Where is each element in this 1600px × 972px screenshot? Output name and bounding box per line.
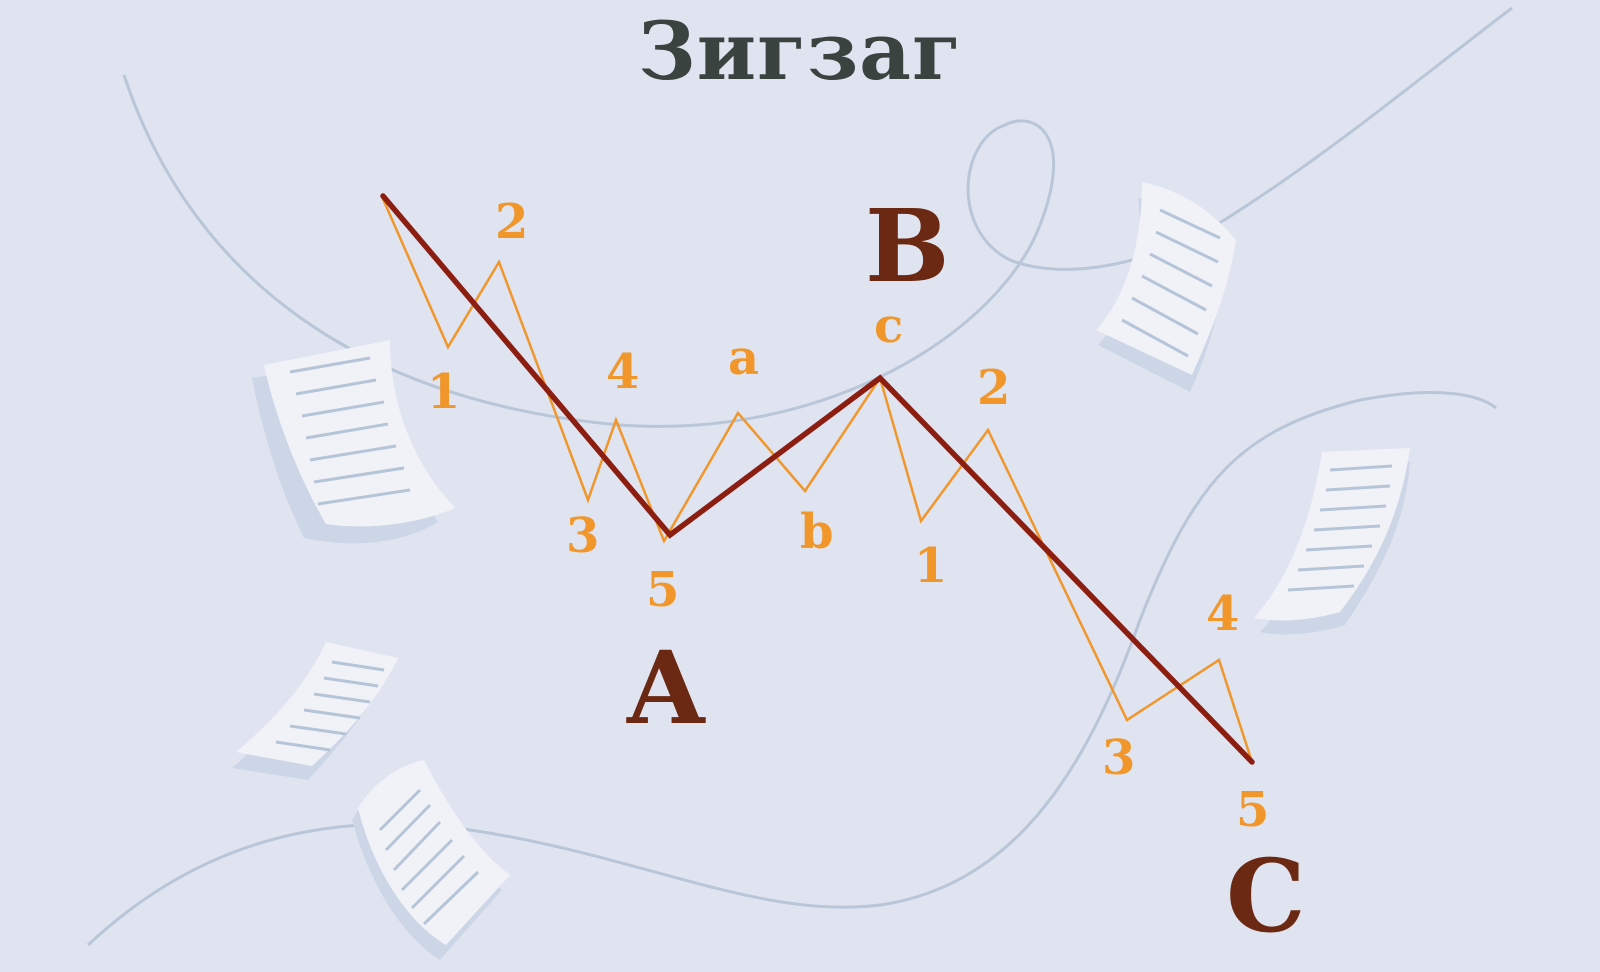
paper-sheet-icon (252, 340, 455, 544)
sub-wave-line (381, 198, 1254, 763)
wave-a-label-5: 5 (646, 562, 680, 618)
wave-b-label-b: b (800, 504, 834, 560)
wave-c-label-4: 4 (1206, 586, 1240, 642)
wave-c-label-2: 2 (977, 360, 1011, 416)
wave-a-label-4: 4 (606, 344, 640, 400)
main-label-c: C (1226, 837, 1306, 955)
wave-c-label-1: 1 (914, 538, 948, 594)
diagram-title: Зигзаг (638, 4, 962, 98)
paper-sheet-icon (1096, 182, 1236, 392)
decor-curve-top (122, 6, 1513, 428)
wave-a-label-1: 1 (427, 364, 461, 420)
wave-c-label-3: 3 (1102, 730, 1136, 786)
paper-sheet-icon (1254, 448, 1410, 635)
wave-b-label-a: a (728, 330, 760, 386)
paper-sheets (232, 182, 1410, 960)
wave-c-label-5: 5 (1236, 782, 1270, 838)
main-wave-line (380, 193, 1255, 765)
main-label-b: B (865, 187, 950, 305)
wave-b-label-c: c (874, 298, 904, 354)
paper-sheet-icon (232, 642, 398, 780)
wave-a-label-3: 3 (566, 508, 600, 564)
main-label-a: A (627, 629, 705, 747)
paper-sheet-icon (352, 760, 510, 960)
wave-a-label-2: 2 (495, 194, 529, 250)
